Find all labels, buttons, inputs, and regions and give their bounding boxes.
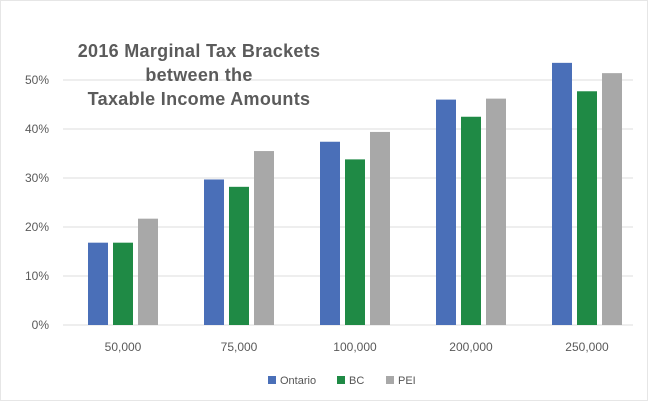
y-tick-label: 10% (25, 269, 49, 283)
y-tick-label: 50% (25, 73, 49, 87)
bar-pei-1 (254, 151, 274, 325)
bar-ontario-2 (320, 141, 340, 325)
x-tick-label: 100,000 (333, 340, 377, 354)
bar-bc-1 (229, 186, 249, 325)
bar-bc-2 (345, 159, 365, 325)
y-tick-label: 20% (25, 220, 49, 234)
bar-ontario-0 (88, 242, 108, 325)
legend-swatch-ontario (268, 376, 276, 384)
bar-bc-4 (577, 91, 597, 326)
bar-bc-3 (461, 116, 481, 325)
y-tick-label: 40% (25, 122, 49, 136)
bar-pei-0 (138, 218, 158, 325)
chart-title-line-1: 2016 Marginal Tax Brackets (78, 41, 321, 61)
x-tick-label: 75,000 (221, 340, 258, 354)
legend-label-ontario: Ontario (280, 375, 316, 387)
legend-swatch-pei (386, 376, 394, 384)
legend-swatch-bc (337, 376, 345, 384)
chart-title-line-3: Taxable Income Amounts (88, 89, 311, 109)
bars (88, 62, 622, 326)
bar-ontario-3 (436, 99, 456, 325)
x-tick-label: 200,000 (449, 340, 493, 354)
bar-bc-0 (113, 242, 133, 325)
legend-label-pei: PEI (398, 375, 416, 387)
legend: Ontario BC PEI (268, 375, 416, 387)
bar-pei-3 (486, 98, 506, 326)
bar-ontario-4 (552, 62, 572, 325)
x-tick-label: 50,000 (105, 340, 142, 354)
chart-title-line-2: between the (145, 65, 252, 85)
bar-pei-2 (370, 131, 390, 325)
y-tick-label: 30% (25, 171, 49, 185)
legend-label-bc: BC (349, 375, 364, 387)
x-axis-tick-labels: 50,000 75,000 100,000 200,000 250,000 (105, 340, 609, 354)
y-tick-label: 0% (32, 318, 50, 332)
y-axis-tick-labels: 0% 10% 20% 30% 40% 50% (25, 73, 49, 332)
bar-pei-4 (602, 73, 622, 325)
bar-ontario-1 (204, 179, 224, 325)
chart-title: 2016 Marginal Tax Brackets between the T… (78, 41, 321, 109)
x-tick-label: 250,000 (565, 340, 609, 354)
